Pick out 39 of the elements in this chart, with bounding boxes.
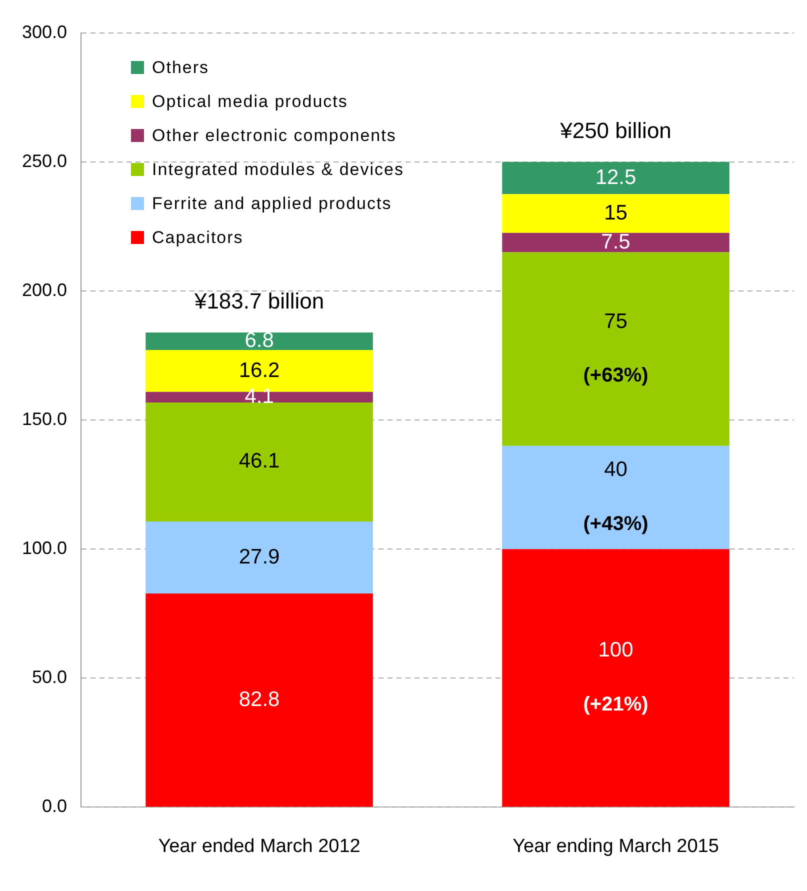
text: 100 (+21%): [583, 638, 648, 716]
bar: [146, 521, 373, 594]
x-tick-label: Year ended March 2012: [158, 836, 360, 857]
y-tick-label: 250.0: [22, 150, 68, 171]
y-tick-label: 100.0: [22, 538, 68, 558]
bar: [502, 232, 730, 252]
data-label: 6.8: [244, 329, 274, 352]
bar: [146, 402, 373, 522]
bar: [502, 549, 730, 807]
data-label: 82.8: [238, 688, 280, 711]
bar: [146, 332, 373, 350]
y-tick-label: 50.0: [32, 667, 68, 688]
data-label: 4.1: [244, 384, 274, 408]
data-label: 46.1: [238, 450, 280, 473]
legend-label: Capacitors: [152, 228, 244, 248]
legend-label: Others: [152, 58, 210, 78]
bar: [502, 446, 730, 550]
data-label: 7.5: [601, 230, 630, 254]
legend-label: Optical media products: [152, 92, 348, 112]
total-label: ¥183.7 billion: [193, 288, 324, 314]
bar: [502, 194, 730, 233]
text: 40 (+43%): [583, 458, 648, 535]
data-label: 27.9: [238, 545, 280, 568]
x-tick-label: Year ending March 2015: [512, 836, 719, 857]
data-label: 16.2: [238, 358, 280, 382]
total-label: ¥250 billion: [559, 118, 672, 143]
legend-label: Other electronic components: [152, 126, 396, 146]
y-tick-label: 300.0: [22, 22, 68, 42]
bar: [146, 593, 373, 807]
y-tick-label: 0.0: [42, 796, 68, 816]
legend-label: Integrated modules & devices: [152, 160, 404, 180]
y-tick-label: 200.0: [22, 280, 68, 300]
data-label: 12.5: [595, 166, 636, 189]
y-tick-label: 150.0: [22, 408, 68, 429]
legend-label: Ferrite and applied products: [152, 194, 392, 214]
bar: [502, 252, 730, 446]
data-label: 15: [604, 201, 628, 224]
bar: [502, 162, 730, 194]
text: 75 (+63%): [583, 310, 648, 387]
